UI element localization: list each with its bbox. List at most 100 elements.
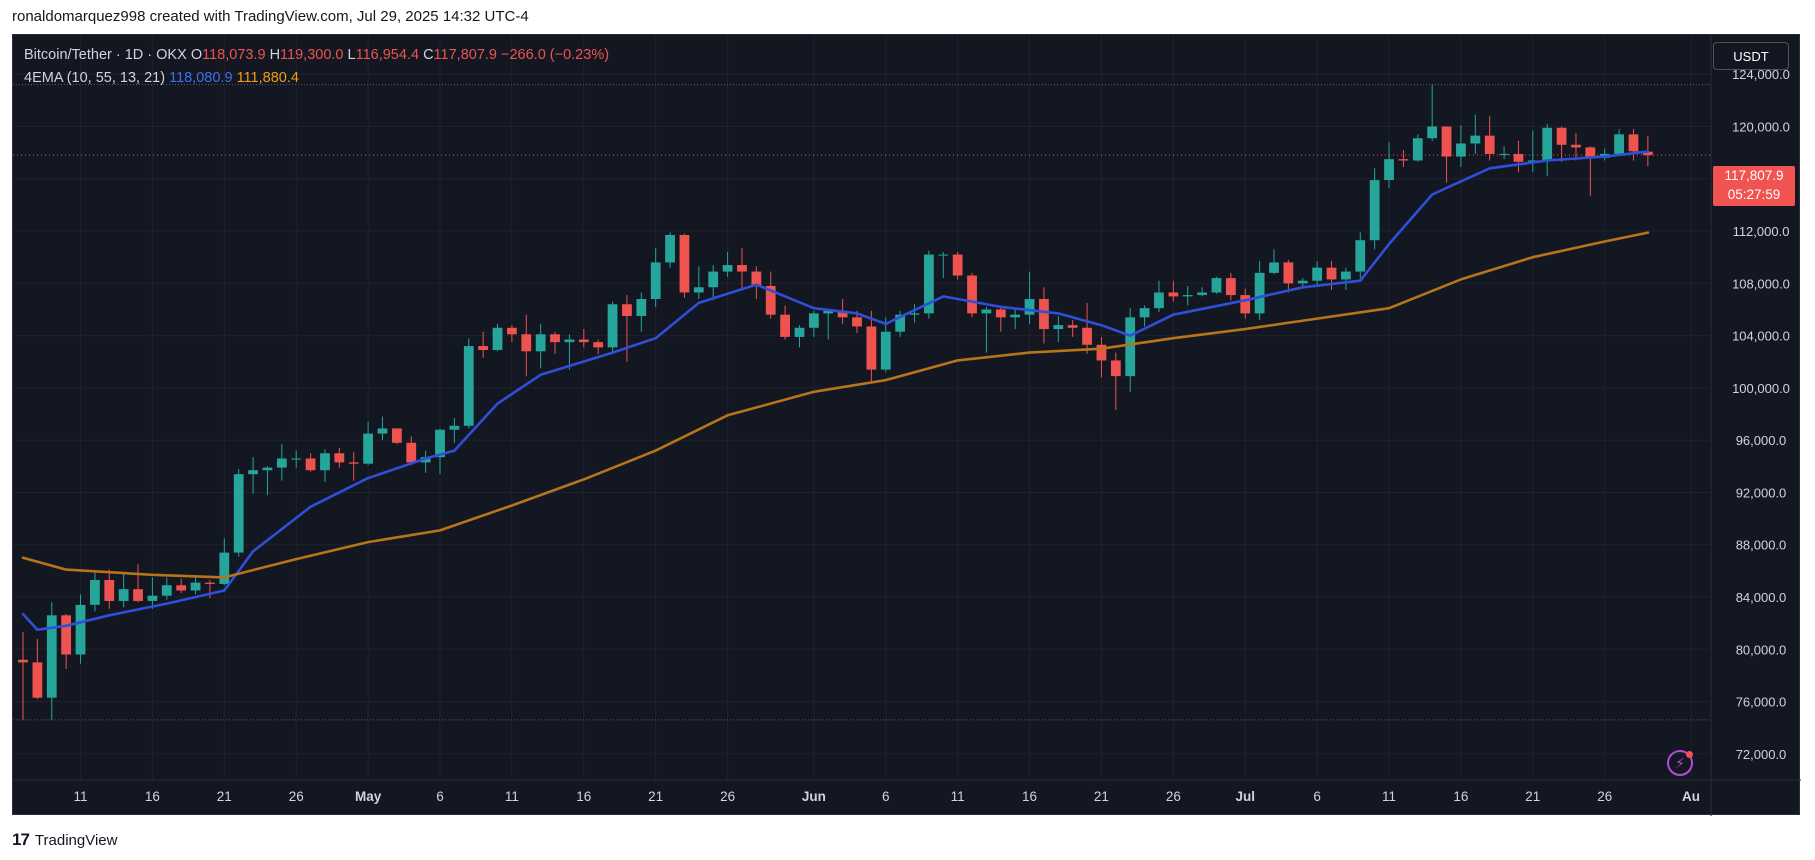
- candle: [564, 334, 575, 370]
- candle-body: [1499, 153, 1509, 155]
- candle: [679, 233, 690, 298]
- ema-slow-line: [21, 231, 1650, 579]
- candle: [32, 638, 43, 699]
- symbol-label[interactable]: Bitcoin/Tether · 1D · OKX: [24, 47, 187, 63]
- candle-body: [895, 314, 906, 332]
- candle-body: [593, 342, 604, 348]
- candle-body: [334, 453, 345, 463]
- candle: [1039, 287, 1049, 344]
- candle-body: [377, 428, 388, 434]
- candle: [1125, 308, 1136, 392]
- footer: 17 TradingView: [12, 830, 117, 850]
- candle-body: [1384, 159, 1394, 181]
- candle-body: [650, 262, 661, 300]
- candle-body: [967, 275, 977, 314]
- candle: [1010, 308, 1021, 330]
- candle: [1182, 285, 1193, 306]
- y-tick-label: 104,000.0: [1732, 329, 1790, 344]
- candle: [1456, 125, 1466, 168]
- y-tick-label: 84,000.0: [1736, 590, 1787, 605]
- candle-body: [1182, 295, 1193, 297]
- last-price-badge: 117,807.9 05:27:59: [1713, 166, 1795, 206]
- notification-dot: [1686, 751, 1693, 758]
- candle-body: [765, 285, 776, 315]
- candle: [90, 572, 100, 612]
- candle: [535, 323, 546, 369]
- y-tick-label: 96,000.0: [1736, 433, 1787, 448]
- x-tick-label: May: [355, 789, 382, 804]
- candle: [895, 310, 906, 337]
- y-tick-label: 88,000.0: [1736, 538, 1787, 553]
- candle: [593, 339, 604, 354]
- candle: [1441, 126, 1452, 183]
- candle-body: [1456, 143, 1466, 157]
- candle-body: [1269, 262, 1279, 273]
- candle: [708, 265, 719, 301]
- candle-body: [981, 309, 992, 314]
- candle: [1556, 126, 1567, 162]
- candle-body: [463, 346, 474, 426]
- candle-body: [1312, 267, 1323, 281]
- currency-unit-button[interactable]: USDT: [1713, 42, 1789, 70]
- candle: [248, 457, 258, 494]
- brand-name[interactable]: TradingView: [34, 831, 118, 849]
- ema-fast-value: 118,080.9: [169, 70, 233, 86]
- candle: [751, 266, 762, 300]
- candle-body: [550, 334, 560, 343]
- candle-body: [219, 552, 230, 584]
- candle-body: [1556, 127, 1567, 145]
- candle: [722, 251, 733, 277]
- candle: [1427, 84, 1438, 141]
- candle: [276, 444, 287, 481]
- candle-body: [521, 334, 532, 352]
- chart-caption: ronaldomarquez998 created with TradingVi…: [12, 8, 529, 25]
- high-label: H: [269, 47, 281, 63]
- candle-body: [305, 458, 316, 471]
- candle: [1542, 123, 1553, 177]
- candle-body: [636, 299, 647, 317]
- candle-body: [248, 470, 258, 475]
- indicator-row: 4EMA (10, 55, 13, 21) 118,080.9 111,880.…: [24, 67, 609, 90]
- candle-body: [1355, 240, 1366, 272]
- chart-panel[interactable]: 72,000.0 76,000.0 80,000.0 84,000.0 88,000.0…: [12, 34, 1801, 816]
- candle: [1154, 280, 1164, 313]
- candle-body: [32, 662, 43, 698]
- candle: [1571, 133, 1581, 161]
- ema-lines: [21, 150, 1650, 631]
- candle-body: [1039, 299, 1049, 330]
- candle-body: [1067, 325, 1078, 328]
- candle-body: [1542, 127, 1553, 161]
- candle: [866, 310, 877, 383]
- candle: [981, 306, 992, 353]
- candle-body: [693, 287, 704, 293]
- candle: [1110, 352, 1121, 411]
- candle: [377, 416, 388, 441]
- y-tick-label: 92,000.0: [1736, 485, 1787, 500]
- candle: [1269, 249, 1279, 275]
- candlestick-chart[interactable]: 72,000.0 76,000.0 80,000.0 84,000.0 88,000.0…: [13, 35, 1801, 816]
- candle-body: [1614, 134, 1624, 154]
- tradingview-logo-icon[interactable]: 17: [12, 830, 30, 849]
- x-tick-label: 21: [648, 789, 663, 804]
- candle: [1384, 142, 1394, 188]
- candle: [449, 417, 460, 443]
- reference-lines: [13, 84, 1711, 721]
- x-tick-label: 26: [1166, 789, 1181, 804]
- candle-body: [708, 271, 719, 288]
- candle-body: [837, 310, 848, 318]
- indicator-label[interactable]: 4EMA (10, 55, 13, 21): [24, 70, 166, 86]
- candle: [1628, 129, 1639, 161]
- candle-body: [176, 585, 187, 591]
- candle-body: [1369, 180, 1380, 241]
- candle-body: [1527, 160, 1538, 162]
- ema-fast-line: [21, 150, 1650, 631]
- candle-body: [823, 310, 834, 314]
- candle: [693, 266, 704, 300]
- candle: [952, 251, 963, 280]
- change-value: −266.0 (−0.23%): [501, 47, 610, 63]
- candle: [1053, 316, 1064, 343]
- candle: [262, 466, 273, 496]
- candle-body: [190, 582, 201, 591]
- candle-body: [406, 442, 417, 463]
- lightning-bolt-icon[interactable]: ⚡︎: [1667, 750, 1693, 776]
